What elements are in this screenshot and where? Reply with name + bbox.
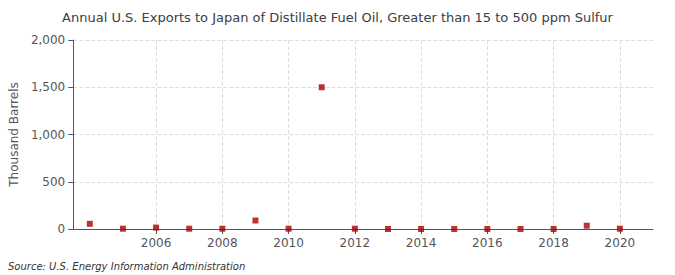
svg-text:1,500: 1,500 [31, 80, 65, 94]
svg-text:Annual U.S. Exports to Japan o: Annual U.S. Exports to Japan of Distilla… [62, 10, 614, 25]
svg-text:Source: U.S. Energy Informatio: Source: U.S. Energy Information Administ… [8, 261, 245, 272]
svg-text:2018: 2018 [538, 236, 569, 250]
svg-text:2008: 2008 [207, 236, 238, 250]
svg-text:2,000: 2,000 [31, 33, 65, 47]
svg-text:2006: 2006 [141, 236, 172, 250]
svg-text:Thousand Barrels: Thousand Barrels [7, 82, 21, 187]
svg-text:2010: 2010 [273, 236, 304, 250]
svg-text:2014: 2014 [406, 236, 437, 250]
svg-text:0: 0 [58, 222, 66, 236]
svg-text:2020: 2020 [605, 236, 636, 250]
svg-text:2012: 2012 [340, 236, 371, 250]
svg-text:2016: 2016 [472, 236, 503, 250]
svg-text:500: 500 [42, 175, 65, 189]
svg-text:1,000: 1,000 [31, 128, 65, 142]
